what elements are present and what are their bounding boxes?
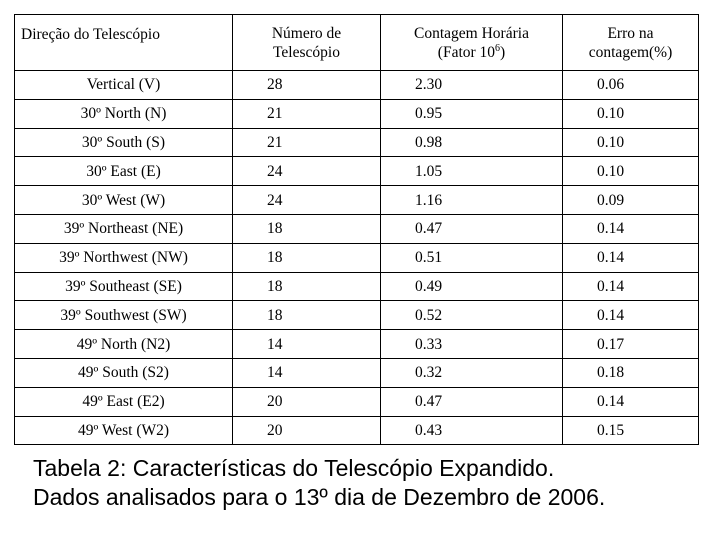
table-caption: Tabela 2: Características do Telescópio … <box>33 454 713 512</box>
table-row: 30º North (N) 21 0.95 0.10 <box>14 98 699 129</box>
cell-hourly-count: 0.52 <box>380 300 563 331</box>
cell-count-error: 0.14 <box>562 271 699 302</box>
caption-line-1-text: Tabela 2: Características do <box>33 455 325 481</box>
header-count-error: Erro na contagem(%) <box>562 14 699 71</box>
header-hourly-count: Contagem Horária (Fator 106) <box>380 14 563 71</box>
header-hourly-count-close: ) <box>500 43 506 61</box>
header-row: Direção do Telescópio Número de Telescóp… <box>14 14 699 71</box>
cell-count-error: 0.10 <box>562 156 699 187</box>
table-row: 49º East (E2) 20 0.47 0.14 <box>14 386 699 417</box>
cell-count-error: 0.10 <box>562 127 699 158</box>
cell-telescope-number: 14 <box>232 329 381 359</box>
table-row: 39º Northeast (NE) 18 0.47 0.14 <box>14 213 699 244</box>
header-hourly-count-line1: Contagem Horária <box>414 24 529 42</box>
cell-hourly-count: 0.49 <box>380 271 563 302</box>
telescope-data-table: Direção do Telescópio Número de Telescóp… <box>14 14 699 446</box>
cell-telescope-number: 18 <box>232 271 381 302</box>
cell-telescope-number: 18 <box>232 300 381 331</box>
table-row: 49º South (S2) 14 0.32 0.18 <box>14 357 699 388</box>
table-row: Vertical (V) 28 2.30 0.06 <box>14 70 699 100</box>
cell-direction: 30º West (W) <box>14 185 233 215</box>
cell-count-error: 0.06 <box>562 70 699 100</box>
cell-telescope-number: 28 <box>232 70 381 100</box>
header-telescope-number: Número de Telescópio <box>232 14 381 71</box>
cell-telescope-number: 20 <box>232 415 381 446</box>
header-hourly-count-line2: (Fator 10 <box>437 43 496 61</box>
cell-hourly-count: 0.33 <box>380 329 563 359</box>
cell-hourly-count: 0.95 <box>380 98 563 129</box>
table-body: Vertical (V) 28 2.30 0.06 30º North (N) 21 0.9… <box>14 70 699 446</box>
cell-count-error: 0.14 <box>562 386 699 417</box>
table-row: 39º Northwest (NW) 18 0.51 0.14 <box>14 242 699 273</box>
cell-direction: 49º North (N2) <box>14 329 233 359</box>
cell-telescope-number: 24 <box>232 185 381 215</box>
cell-count-error: 0.14 <box>562 242 699 273</box>
header-direction-text: Direção do Telescópio <box>21 26 160 43</box>
cell-direction: 39º Northwest (NW) <box>14 242 233 273</box>
cell-direction: 39º Northeast (NE) <box>14 213 233 244</box>
cell-direction: 49º East (E2) <box>14 386 233 417</box>
cell-direction: 30º East (E) <box>14 156 233 187</box>
cell-direction: 39º Southwest (SW) <box>14 300 233 331</box>
header-telescope-number-line2: Telescópio <box>273 43 340 61</box>
cell-telescope-number: 14 <box>232 357 381 388</box>
cell-count-error: 0.17 <box>562 329 699 359</box>
table-row: 30º South (S) 21 0.98 0.10 <box>14 127 699 158</box>
table-row: 39º Southeast (SE) 18 0.49 0.14 <box>14 271 699 302</box>
caption-line-1-end: . <box>547 455 555 481</box>
cell-telescope-number: 20 <box>232 386 381 417</box>
cell-hourly-count: 0.47 <box>380 213 563 244</box>
cell-direction: 49º West (W2) <box>14 415 233 446</box>
cell-telescope-number: 18 <box>232 213 381 244</box>
cell-count-error: 0.14 <box>562 300 699 331</box>
caption-line-2: Dados analisados para o 13º dia de Dezem… <box>33 484 606 510</box>
cell-count-error: 0.15 <box>562 415 699 446</box>
table-row: 30º East (E) 24 1.05 0.10 <box>14 156 699 187</box>
table-row: 49º North (N2) 14 0.33 0.17 <box>14 329 699 359</box>
cell-hourly-count: 0.47 <box>380 386 563 417</box>
header-hourly-count-exponent: 6 <box>495 42 501 54</box>
cell-direction: 39º Southeast (SE) <box>14 271 233 302</box>
cell-direction: 49º South (S2) <box>14 357 233 388</box>
cell-hourly-count: 0.51 <box>380 242 563 273</box>
cell-hourly-count: 1.16 <box>380 185 563 215</box>
header-count-error-line1: Erro na <box>607 24 654 42</box>
cell-telescope-number: 21 <box>232 127 381 158</box>
cell-hourly-count: 0.32 <box>380 357 563 388</box>
cell-direction: Vertical (V) <box>14 70 233 100</box>
caption-emphasis: Telescópio Expandido <box>324 455 548 481</box>
cell-hourly-count: 0.98 <box>380 127 563 158</box>
cell-count-error: 0.10 <box>562 98 699 129</box>
cell-telescope-number: 24 <box>232 156 381 187</box>
cell-telescope-number: 21 <box>232 98 381 129</box>
cell-count-error: 0.14 <box>562 213 699 244</box>
table-row: 49º West (W2) 20 0.43 0.15 <box>14 415 699 446</box>
cell-telescope-number: 18 <box>232 242 381 273</box>
table-row: 30º West (W) 24 1.16 0.09 <box>14 185 699 215</box>
header-direction: Direção do Telescópio <box>14 14 233 71</box>
cell-count-error: 0.18 <box>562 357 699 388</box>
cell-count-error: 0.09 <box>562 185 699 215</box>
header-telescope-number-line1: Número de <box>271 24 342 42</box>
cell-direction: 30º North (N) <box>14 98 233 129</box>
header-count-error-line2: contagem(%) <box>588 43 673 61</box>
cell-hourly-count: 0.43 <box>380 415 563 446</box>
cell-hourly-count: 2.30 <box>380 70 563 100</box>
table-header: Direção do Telescópio Número de Telescóp… <box>14 14 699 71</box>
table-row: 39º Southwest (SW) 18 0.52 0.14 <box>14 300 699 331</box>
caption-line-1: Tabela 2: Características do Telescópio … <box>33 454 713 483</box>
cell-hourly-count: 1.05 <box>380 156 563 187</box>
cell-direction: 30º South (S) <box>14 127 233 158</box>
